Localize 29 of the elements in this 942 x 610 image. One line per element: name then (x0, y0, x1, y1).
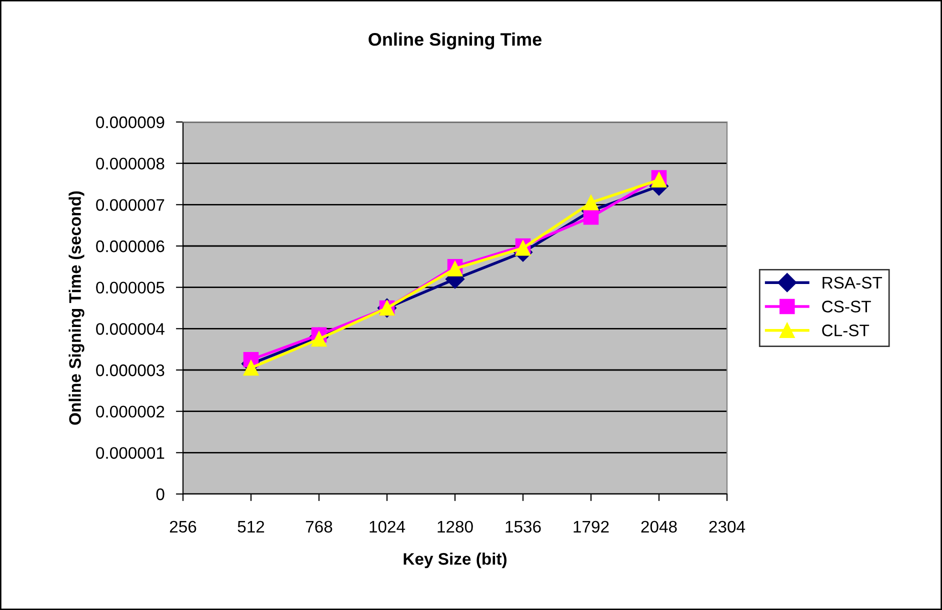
y-tick-label: 0.000007 (96, 199, 164, 211)
x-axis-title: Key Size (bit) (404, 552, 506, 568)
y-tick-label: 0.000009 (96, 116, 164, 128)
x-tick-label: 512 (238, 520, 264, 533)
y-tick-label: 0.000006 (96, 240, 164, 252)
y-axis-title: Online Signing Time (second) (68, 191, 84, 425)
legend-label: CL-ST (822, 324, 870, 336)
y-tick-label: 0.000003 (96, 364, 164, 376)
point (583, 194, 599, 210)
point (311, 331, 327, 347)
y-tick-label: 0.000002 (96, 406, 164, 418)
y-tick-label: 0.000004 (96, 323, 164, 335)
x-tick-label: 2304 (709, 520, 746, 533)
chart-title: Online Signing Time (368, 32, 542, 50)
x-tick-label: 1792 (574, 520, 609, 533)
x-tick-label: 2048 (641, 520, 677, 533)
y-tick-label: 0.000005 (96, 282, 164, 294)
x-tick-label: 768 (306, 520, 332, 533)
y-tick-label: 0 (156, 488, 164, 500)
legend-label: RSA-ST (822, 276, 882, 289)
legend-label: CS-ST (822, 300, 871, 312)
y-tick-label: 0.000001 (96, 447, 164, 459)
point (583, 209, 599, 225)
y-tick-label: 0.000008 (96, 158, 164, 170)
x-tick-label: 1536 (506, 520, 541, 533)
x-tick-label: 256 (170, 520, 196, 533)
x-tick-label: 1024 (370, 520, 406, 533)
x-tick-label: 1280 (438, 520, 473, 533)
point (243, 360, 259, 376)
